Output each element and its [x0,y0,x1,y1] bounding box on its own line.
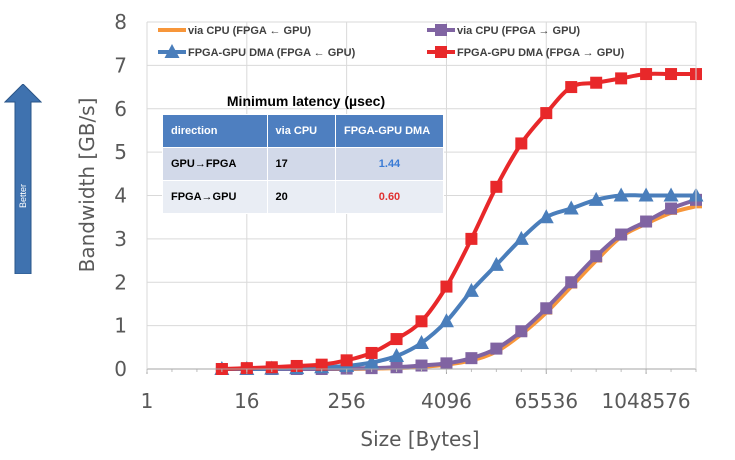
x-tick-label: 65536 [514,389,578,413]
data-point [665,202,678,215]
data-point [488,256,504,271]
legend-marker [435,24,447,36]
latency-cell-dma: 0.60 [334,180,445,214]
data-point [515,325,528,338]
chart-legend: via CPU (FPGA ← GPU) via CPU (FPGA → GPU)… [158,24,625,59]
latency-cell-direction: GPU→FPGA [162,147,268,181]
data-point [540,302,553,315]
y-tick-label: 6 [114,97,127,121]
legend-marker [164,44,180,58]
latency-table-panel: Minimum latency (µsec) direction via CPU… [162,92,445,214]
data-point [665,68,678,81]
data-point [465,232,478,245]
table-row: FPGA→GPU 20 0.60 [162,180,445,214]
table-row: GPU→FPGA 17 1.44 [162,147,445,181]
data-point [613,187,629,202]
data-point [490,180,503,193]
legend-label: via CPU (FPGA → GPU) [457,25,580,37]
data-point [315,358,328,371]
y-tick-label: 3 [114,227,127,251]
data-point [588,191,604,206]
data-point [490,342,503,355]
data-point [240,362,253,375]
data-point [340,354,353,367]
data-point [265,361,278,374]
latency-cell-dma: 1.44 [334,147,445,181]
series-3 [214,187,704,375]
y-tick-label: 4 [114,184,127,208]
data-point [414,334,429,349]
data-point [638,187,654,202]
y-tick-label: 1 [114,314,127,338]
latency-header-dma: FPGA-GPU DMA [334,114,445,148]
latency-table: direction via CPU FPGA-GPU DMA GPU→FPGA … [162,114,445,214]
data-point [615,72,628,85]
data-point [565,81,578,94]
data-point [390,361,403,374]
latency-table-title: Minimum latency (µsec) [226,93,386,109]
y-tick-label: 2 [114,270,127,294]
legend-item: FPGA-GPU DMA (FPGA ← GPU) [158,44,356,59]
data-point [440,357,453,370]
data-point [415,315,428,328]
data-point [389,347,405,362]
data-point [615,228,628,241]
data-point [515,137,528,150]
data-point [590,250,603,263]
data-point [540,107,553,120]
data-point [440,280,453,293]
latency-header-via-cpu: via CPU [266,114,336,148]
data-point [563,200,579,215]
data-point [513,230,529,245]
latency-cell-via-cpu: 20 [266,180,336,214]
y-tick-label: 8 [114,10,127,34]
legend-marker [435,46,447,58]
series-2 [215,193,702,375]
latency-header-direction: direction [162,114,268,148]
series-4 [215,68,702,375]
legend-marker [166,28,178,32]
data-point [390,333,403,346]
y-tick-label: 7 [114,53,127,77]
legend-label: via CPU (FPGA ← GPU) [188,25,311,37]
y-tick-label: 0 [114,357,127,381]
data-point [590,76,603,89]
better-arrow-icon [4,84,42,274]
latency-cell-direction: FPGA→GPU [162,180,268,214]
data-point [538,209,554,224]
x-tick-label: 16 [234,389,259,413]
legend-label: FPGA-GPU DMA (FPGA ← GPU) [188,47,356,59]
x-axis-label: Size [Bytes] [360,427,479,451]
data-point [565,276,578,289]
data-point [364,354,380,369]
latency-cell-via-cpu: 17 [266,147,336,181]
data-point [465,352,478,365]
data-point [365,346,378,359]
x-tick-label: 256 [328,389,366,413]
data-point [640,68,653,81]
legend-item: via CPU (FPGA ← GPU) [158,25,311,37]
legend-item: via CPU (FPGA → GPU) [427,24,580,37]
legend-item: FPGA-GPU DMA (FPGA → GPU) [427,46,625,59]
data-point [663,187,679,202]
y-axis-label: Bandwidth [GB/s] [75,98,99,273]
y-tick-label: 5 [114,140,127,164]
x-tick-label: 1048576 [602,389,691,413]
x-tick-label: 1 [141,389,154,413]
better-label: Better [18,183,28,209]
data-point [463,282,479,297]
x-tick-label: 4096 [421,389,472,413]
data-point [438,313,454,328]
series-line [221,197,697,372]
legend-label: FPGA-GPU DMA (FPGA → GPU) [457,47,625,59]
data-point [640,215,653,228]
